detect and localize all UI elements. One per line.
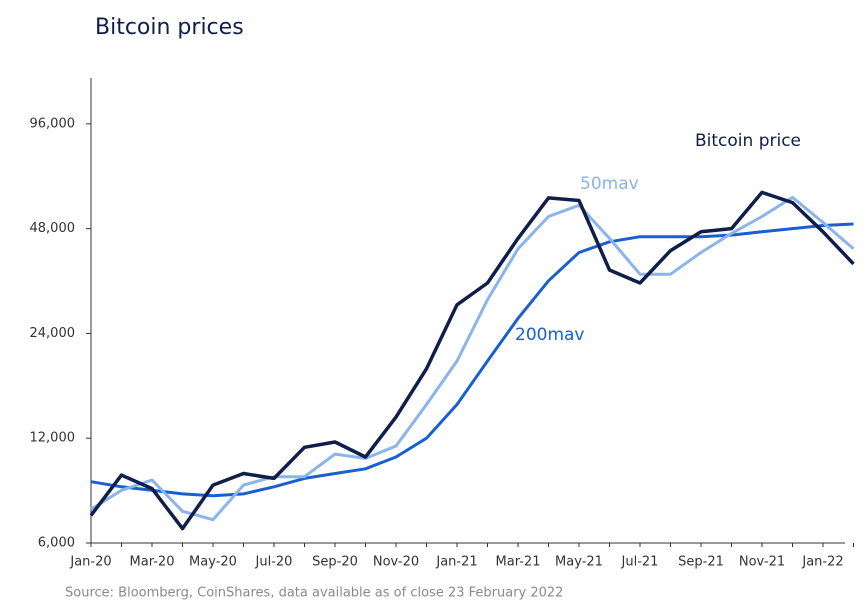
source-note: Source: Bloomberg, CoinShares, data avai… [65,586,563,601]
x-tick-label: Mar-21 [496,555,541,570]
series-line [90,195,855,522]
x-tick-label: Sep-21 [678,555,724,570]
y-tick-label: 12,000 [30,431,76,446]
series-label: 50mav [580,174,639,194]
y-tick-label: 24,000 [30,326,76,341]
y-tick-label: 6,000 [38,536,75,551]
y-tick-label: 48,000 [30,221,76,236]
series-line [89,190,855,531]
y-tick-label: 96,000 [30,116,76,131]
x-tick-label: Jan-21 [435,555,477,570]
chart-title: Bitcoin prices [95,15,244,40]
x-tick-label: May-21 [555,555,603,570]
x-tick-label: May-20 [189,555,237,570]
x-tick-label: Nov-20 [373,555,419,570]
series-line [90,222,854,498]
x-tick-label: Sep-20 [312,555,358,570]
series-label: Bitcoin price [695,131,801,151]
x-tick-label: Mar-20 [130,555,175,570]
x-tick-label: Nov-21 [739,555,785,570]
x-tick-label: Jan-22 [801,555,843,570]
x-tick-label: Jul-21 [621,555,659,570]
x-tick-label: Jan-20 [69,555,111,570]
series-label: 200mav [515,325,585,345]
x-tick-label: Jul-20 [255,555,293,570]
